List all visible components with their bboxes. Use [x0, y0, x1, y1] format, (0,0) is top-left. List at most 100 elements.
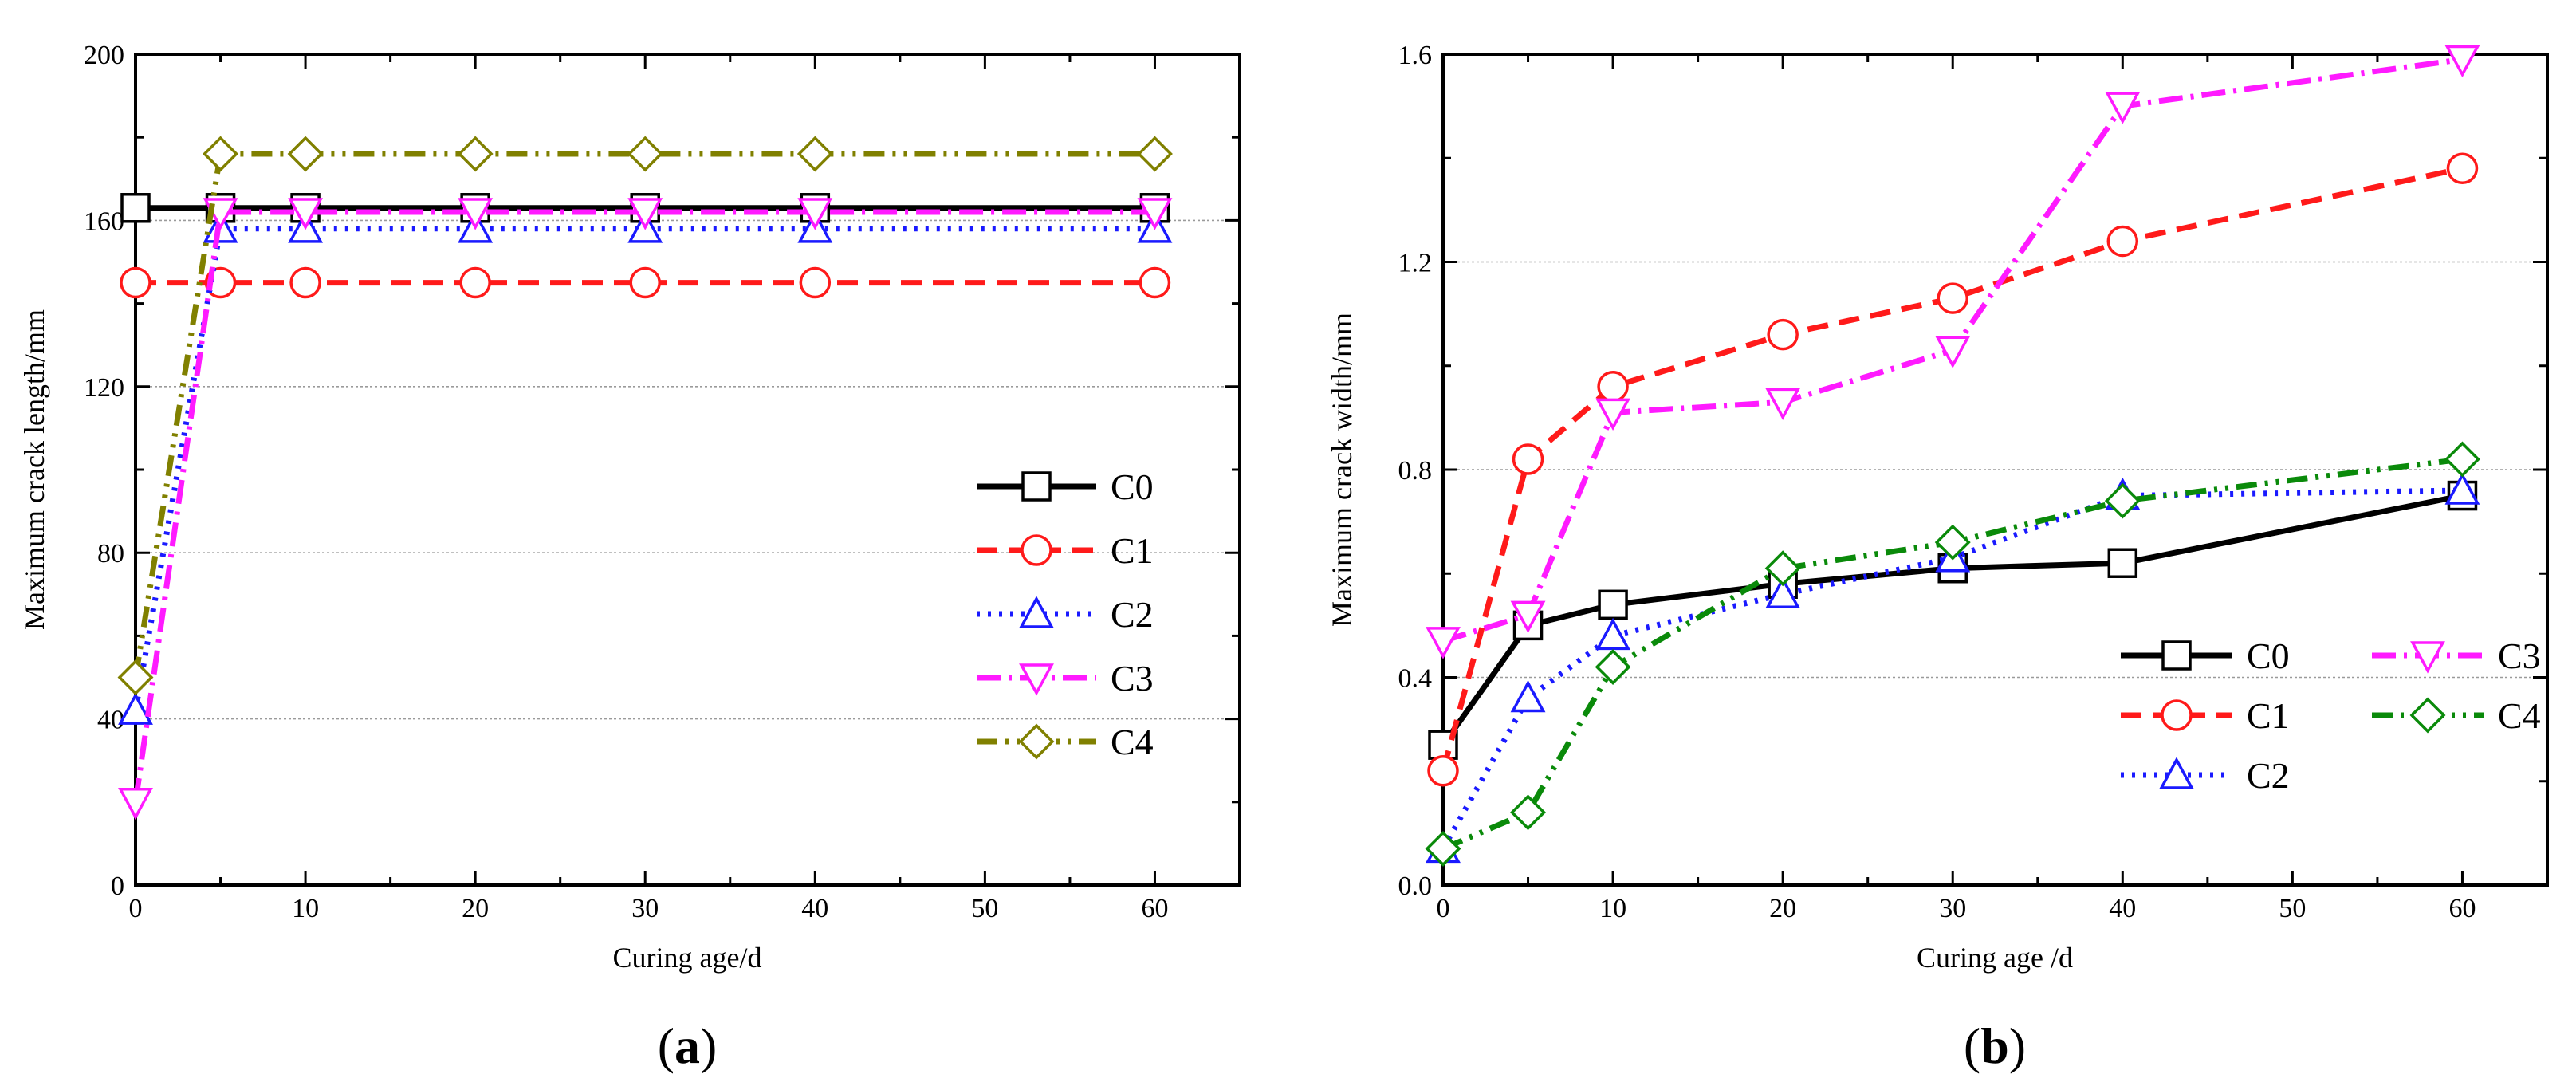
y-tick-label-a-3: 120 — [84, 373, 124, 403]
data-point-a-c4-5 — [796, 136, 833, 172]
x-axis-label-b: Curing age /d — [1917, 942, 2073, 974]
data-point-a-c3-6 — [1137, 198, 1173, 230]
data-point-b-c3-4 — [1935, 336, 1971, 368]
legend-marker-a-c3 — [1019, 663, 1054, 696]
data-point-a-c1-4 — [629, 266, 661, 299]
data-point-a-c2-0 — [118, 692, 153, 725]
legend-label-b-c4: C4 — [2498, 695, 2541, 736]
data-point-b-c0-5 — [2107, 548, 2138, 578]
legend-label-a-c2: C2 — [1111, 594, 1154, 635]
legend-label-a-c3: C3 — [1111, 658, 1154, 698]
legend-label-b-c2: C2 — [2247, 755, 2290, 796]
x-tick-label-b-2: 20 — [1769, 894, 1796, 923]
series-group-b — [1425, 45, 2480, 867]
legend-label-b-c3: C3 — [2498, 636, 2541, 676]
data-point-b-c1-0 — [1427, 754, 1459, 787]
data-point-b-c1-1 — [1512, 443, 1544, 475]
caption-b: (b) — [1964, 1017, 2026, 1074]
y-tick-label-b-1: 0.4 — [1398, 664, 1433, 694]
legend-marker-a-c2 — [1019, 596, 1054, 628]
data-point-a-c1-6 — [1139, 266, 1171, 299]
data-point-a-c3-4 — [627, 198, 663, 230]
y-tick-label-a-4: 160 — [84, 207, 124, 236]
data-point-a-c4-2 — [287, 136, 324, 172]
x-tick-label-a-0: 0 — [129, 894, 143, 923]
data-point-b-c1-3 — [1767, 318, 1799, 351]
data-point-a-c1-5 — [799, 266, 832, 299]
data-point-b-c3-3 — [1765, 388, 1801, 421]
data-point-a-c4-0 — [117, 659, 154, 695]
caption-b-close: ) — [2009, 1017, 2026, 1074]
data-point-a-c3-0 — [118, 788, 153, 820]
data-point-b-c2-1 — [1510, 679, 1546, 713]
legend-label-b-c1: C1 — [2247, 695, 2290, 736]
data-point-b-c4-0 — [1425, 830, 1461, 867]
x-tick-label-b-3: 30 — [1939, 894, 1966, 923]
x-tick-label-a-6: 60 — [1141, 894, 1168, 923]
data-point-b-c4-4 — [1934, 524, 1971, 561]
data-point-a-c3-3 — [458, 198, 494, 230]
x-tick-label-a-4: 40 — [801, 894, 828, 923]
data-point-a-c0-0 — [120, 193, 151, 223]
data-point-b-c2-6 — [2444, 472, 2480, 505]
plot-frame-a — [134, 53, 1241, 887]
caption-a-close: ) — [700, 1017, 717, 1074]
legend-a: C0 C1 C2 C3 C4 — [977, 466, 1154, 762]
data-point-a-c1-0 — [120, 266, 151, 299]
legend-marker-b-c0 — [2161, 640, 2192, 671]
data-point-b-c4-2 — [1595, 649, 1631, 685]
series-line-b-c4 — [1441, 456, 2463, 852]
data-point-b-c3-5 — [2105, 92, 2141, 124]
data-point-b-c2-3 — [1765, 576, 1801, 609]
data-point-b-c3-6 — [2444, 45, 2480, 78]
y-tick-label-a-1: 40 — [97, 706, 124, 735]
caption-a-letter: a — [674, 1017, 700, 1074]
chart-panel-a: 0 10 20 30 40 50 60 0 40 80 120 160 200 C0 C1 C2 C3 C4 C… — [18, 41, 1241, 1074]
y-tick-label-a-5: 200 — [84, 41, 124, 70]
x-tick-label-b-5: 50 — [2279, 894, 2306, 923]
data-point-b-c1-2 — [1597, 371, 1629, 403]
legend-marker-a-c0 — [1021, 471, 1052, 502]
data-point-b-c4-5 — [2104, 482, 2141, 519]
caption-b-letter: b — [1980, 1017, 2009, 1074]
data-point-b-c4-1 — [1510, 794, 1547, 831]
data-point-b-c4-6 — [2444, 441, 2480, 478]
data-point-b-c1-5 — [2106, 225, 2139, 258]
y-tick-label-b-4: 1.6 — [1398, 41, 1433, 70]
legend-marker-b-c3 — [2410, 641, 2445, 674]
y-tick-label-b-2: 0.8 — [1398, 456, 1433, 486]
data-point-a-c3-2 — [288, 198, 324, 230]
legend-marker-b-c2 — [2159, 757, 2194, 789]
data-point-a-c4-6 — [1136, 136, 1173, 172]
x-tick-label-b-0: 0 — [1437, 894, 1450, 923]
y-axis-label-a: Maximum crack length/mm — [18, 309, 50, 630]
legend-b: C0 C1 C2 C3 C4 — [2121, 636, 2541, 796]
y-tick-label-b-3: 1.2 — [1398, 249, 1433, 278]
data-point-b-c3-0 — [1426, 627, 1461, 659]
data-point-a-c1-3 — [459, 266, 491, 299]
axis-ticks-a: 0 10 20 30 40 50 60 0 40 80 120 160 200 — [84, 41, 1240, 923]
x-tick-label-a-3: 30 — [631, 894, 659, 923]
data-point-b-c3-1 — [1510, 600, 1546, 634]
legend-label-b-c0: C0 — [2247, 636, 2290, 676]
axis-ticks-b: 0 10 20 30 40 50 60 0.0 0.4 0.8 1.2 1.6 — [1398, 41, 2547, 923]
x-tick-label-b-4: 40 — [2109, 894, 2136, 923]
grid-lines-b — [1443, 261, 2547, 679]
data-point-a-c4-3 — [457, 136, 494, 172]
legend-label-a-c0: C0 — [1111, 466, 1154, 507]
data-point-b-c1-6 — [2446, 152, 2479, 185]
data-point-a-c4-1 — [203, 136, 239, 172]
legend-marker-a-c1 — [1021, 534, 1052, 566]
legend-label-a-c1: C1 — [1111, 530, 1154, 571]
data-point-a-c3-5 — [797, 198, 833, 230]
data-point-b-c2-2 — [1595, 617, 1631, 651]
series-line-a-c2 — [132, 226, 1155, 711]
legend-marker-a-c4 — [1018, 723, 1055, 760]
data-point-b-c3-2 — [1595, 398, 1631, 431]
legend-label-a-c4: C4 — [1111, 722, 1154, 762]
chart-panel-b: 0 10 20 30 40 50 600.00.40.81.21.6 C0C1C2C3C4 … — [1326, 41, 2549, 1074]
x-axis-label-a: Curing age/d — [613, 942, 762, 974]
x-tick-label-a-5: 50 — [971, 894, 998, 923]
data-point-a-c1-2 — [289, 266, 321, 299]
legend-marker-b-c4 — [2409, 697, 2446, 734]
